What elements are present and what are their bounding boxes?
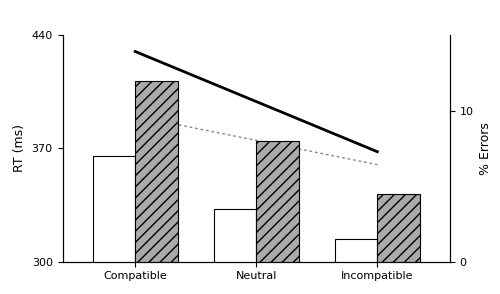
- Bar: [335, 239, 378, 262]
- Bar: [135, 81, 178, 262]
- Bar: [378, 194, 420, 262]
- Bar: [256, 141, 298, 262]
- Y-axis label: % Errors: % Errors: [480, 122, 492, 175]
- Bar: [93, 156, 135, 262]
- Y-axis label: RT (ms): RT (ms): [13, 124, 26, 173]
- Bar: [214, 209, 256, 262]
